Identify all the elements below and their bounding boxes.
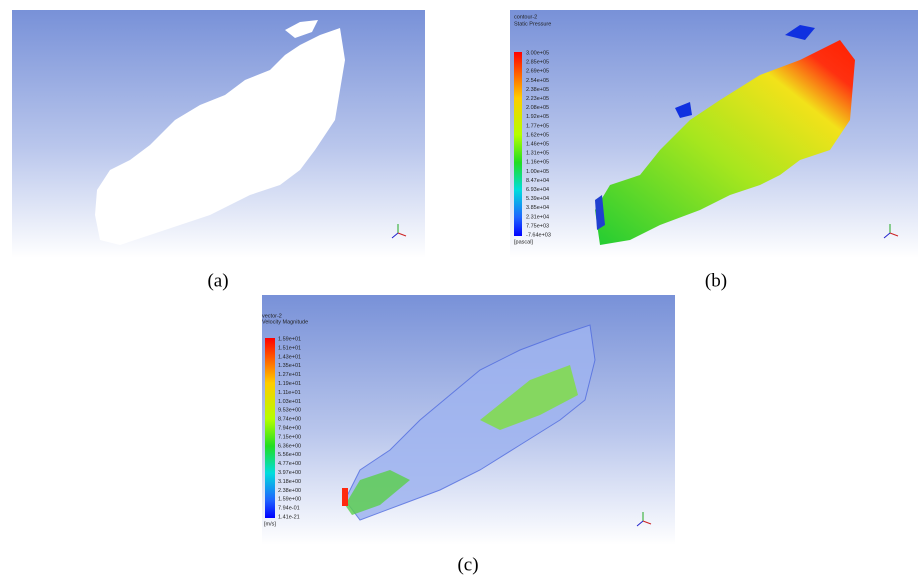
legend-label: 8.74e+00	[278, 417, 301, 423]
legend-label: 1.27e+01	[278, 372, 301, 378]
legend-title: contour-2	[514, 14, 537, 20]
legend-label: 1.19e+01	[278, 381, 301, 387]
legend-label: 2.31e+04	[526, 214, 549, 220]
legend-label: 3.00e+05	[526, 50, 549, 56]
legend-label: 2.23e+05	[526, 96, 549, 102]
legend-label: 6.93e+04	[526, 187, 549, 193]
figure: contour-2 Static Pressure [pascal] vecto…	[0, 0, 918, 581]
legend-subtitle: Velocity Magnitude	[262, 319, 308, 325]
legend-label: 1.03e+01	[278, 399, 301, 405]
caption: (c)	[457, 554, 478, 575]
legend-label: 2.54e+05	[526, 78, 549, 84]
legend-label: 1.31e+05	[526, 151, 549, 157]
legend-label: 1.11e+01	[278, 390, 301, 396]
colorbar	[265, 338, 275, 518]
legend-label: 7.94e-01	[278, 506, 300, 512]
legend-label: 3.85e+04	[526, 205, 549, 211]
legend-label: 1.35e+01	[278, 363, 301, 369]
legend-label: 1.59e+00	[278, 497, 301, 503]
legend-label: 2.69e+05	[526, 69, 549, 75]
legend-label: 1.62e+05	[526, 132, 549, 138]
legend-label: 8.47e+04	[526, 178, 549, 184]
legend-label: 1.77e+05	[526, 123, 549, 129]
caption: (b)	[705, 270, 727, 291]
legend-label: 3.18e+00	[278, 479, 301, 485]
high-velocity-region	[342, 488, 348, 506]
legend-label: 5.56e+00	[278, 452, 301, 458]
legend-subtitle: Static Pressure	[514, 21, 551, 27]
legend-label: 1.59e+01	[278, 336, 301, 342]
legend-unit: [pascal]	[514, 239, 533, 245]
legend-label: 1.41e-21	[278, 514, 300, 520]
legend-label: 1.92e+05	[526, 114, 549, 120]
legend-label: 2.85e+05	[526, 60, 549, 66]
legend-label: 1.46e+05	[526, 141, 549, 147]
legend-label: 1.43e+01	[278, 354, 301, 360]
legend-unit: [m/s]	[264, 521, 276, 527]
colorbar	[514, 52, 522, 236]
legend-label: 1.16e+05	[526, 160, 549, 166]
legend-label: 1.00e+05	[526, 169, 549, 175]
legend-label: 7.94e+00	[278, 425, 301, 431]
legend-label: 2.08e+05	[526, 105, 549, 111]
legend-label: 3.97e+00	[278, 470, 301, 476]
legend-label: 4.77e+00	[278, 461, 301, 467]
legend-label: 5.39e+04	[526, 196, 549, 202]
legend-label: 6.36e+00	[278, 443, 301, 449]
legend-label: 7.15e+00	[278, 434, 301, 440]
legend-label: 9.53e+00	[278, 408, 301, 414]
legend-label: 2.38e+05	[526, 87, 549, 93]
legend-label: 2.38e+00	[278, 488, 301, 494]
caption: (a)	[207, 270, 228, 291]
legend-label: 7.75e+03	[526, 223, 549, 229]
legend-label: 1.51e+01	[278, 345, 301, 351]
legend-label: -7.64e+03	[526, 232, 551, 238]
